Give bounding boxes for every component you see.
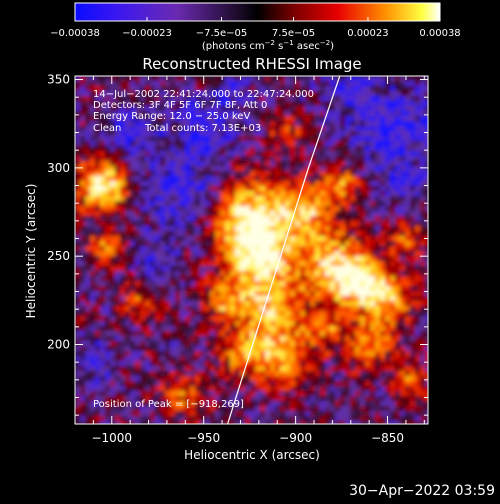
colorbar-tick-label: 7.5e−05 <box>272 28 315 39</box>
y-tick-label: 250 <box>47 249 70 263</box>
x-tick-label: −850 <box>371 431 404 445</box>
chart-title: Reconstructed RHESSI Image <box>142 55 361 73</box>
colorbar-tick-label: −7.5e−05 <box>196 28 248 39</box>
annotation-clean: Clean <box>93 123 121 134</box>
colorbar-tick-label: −0.00023 <box>122 28 172 39</box>
colorbar-gradient <box>75 3 440 21</box>
annotation-energy-range: Energy Range: 12.0 − 25.0 keV <box>93 111 250 122</box>
y-tick-label: 300 <box>47 161 70 175</box>
annotation-peak-position: Position of Peak = [−918,269] <box>93 399 244 410</box>
x-axis-label: Heliocentric X (arcsec) <box>184 448 320 462</box>
colorbar-tick-label: 0.00038 <box>419 28 460 39</box>
colorbar-tick-label: 0.00023 <box>347 28 388 39</box>
colorbar-tick-label: −0.00038 <box>50 28 100 39</box>
annotation-total-counts: Total counts: 7.13E+03 <box>144 123 261 134</box>
x-tick-label: −900 <box>279 431 312 445</box>
render-timestamp: 30−Apr−2022 03:59 <box>349 483 495 499</box>
x-tick-label: −950 <box>187 431 220 445</box>
y-axis-label: Heliocentric Y (arcsec) <box>24 184 38 319</box>
y-tick-label: 200 <box>47 338 70 352</box>
annotation-detectors: Detectors: 3F 4F 5F 6F 7F 8F, Att 0 <box>93 100 267 111</box>
colorbar-unit-label: (photons cm−2 s−1 asec−2) <box>202 39 334 52</box>
x-tick-label: −1000 <box>91 431 132 445</box>
y-tick-label: 350 <box>47 73 70 87</box>
colorbar: −0.00038 −0.00023 −7.5e−05 7.5e−05 0.00023 0.… <box>50 3 461 52</box>
annotation-time-range: 14−Jul−2002 22:41:24.000 to 22:47:24.000 <box>93 89 314 100</box>
